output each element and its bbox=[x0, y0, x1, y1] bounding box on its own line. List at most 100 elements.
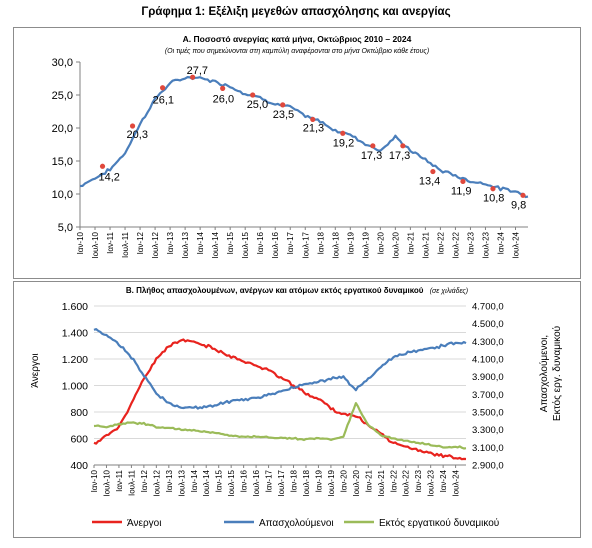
y2-tick-label: 2.900,0 bbox=[472, 461, 504, 472]
x-tick-label: Ιαν-14 bbox=[196, 231, 205, 254]
chart-b-y-ticks: 400 600 800 1.000 1.200 1.400 1.600 bbox=[62, 301, 88, 472]
x-tick-label: Ιουλ-16 bbox=[252, 469, 261, 496]
x-tick-label: Ιαν-18 bbox=[316, 231, 325, 254]
y-tick-label: 10,0 bbox=[52, 189, 73, 201]
x-tick-label: Ιαν-12 bbox=[140, 469, 149, 492]
chart-b-y2-ticks: 2.900,0 3.100,0 3.300,0 3.500,0 3.700,0 3.900… bbox=[472, 302, 504, 472]
x-tick-label: Ιουλ-24 bbox=[452, 469, 461, 496]
chart-b-title-note: (σε χιλιάδες) bbox=[430, 287, 468, 295]
x-tick-label: Ιαν-18 bbox=[290, 469, 299, 492]
chart-a-series bbox=[79, 75, 529, 199]
x-tick-label: Ιαν-16 bbox=[256, 231, 265, 254]
x-tick-label: Ιουλ-15 bbox=[241, 231, 250, 258]
x-tick-label: Ιαν-17 bbox=[286, 231, 295, 254]
x-tick-label: Ιαν-22 bbox=[389, 469, 398, 492]
october-data-label: 17,3 bbox=[389, 150, 410, 162]
chart-b-series bbox=[93, 327, 467, 461]
october-marker bbox=[310, 116, 316, 123]
october-marker bbox=[490, 186, 496, 192]
x-tick-label: Ιουλ-20 bbox=[391, 231, 400, 258]
october-data-label: 26,0 bbox=[213, 93, 234, 105]
x-tick-label: Ιαν-15 bbox=[215, 469, 224, 492]
x-tick-label: Ιαν-23 bbox=[414, 469, 423, 492]
y-tick-label: 1.600 bbox=[62, 301, 88, 313]
october-marker bbox=[129, 123, 136, 129]
y-tick-label: 5,0 bbox=[58, 222, 73, 234]
y-tick-label: 600 bbox=[70, 434, 88, 446]
x-tick-label: Ιαν-19 bbox=[314, 469, 323, 492]
october-marker bbox=[340, 130, 346, 136]
october-marker bbox=[280, 102, 286, 108]
x-tick-label: Ιαν-24 bbox=[439, 469, 448, 492]
chart-a-title: Α. Ποσοστό ανεργίας κατά μήνα, Οκτώβριος… bbox=[183, 34, 412, 44]
x-tick-label: Ιουλ-17 bbox=[277, 469, 286, 496]
october-marker bbox=[99, 163, 106, 169]
x-tick-label: Ιουλ-10 bbox=[102, 469, 111, 496]
x-tick-label: Ιουλ-11 bbox=[121, 231, 130, 258]
y-tick-label: 30,0 bbox=[52, 57, 73, 69]
chart-b-y2-axis-label: Απασχολούμενοι, Εκτός εργ. δυναμικού bbox=[538, 326, 563, 421]
chart-b-x-ticks: Ιαν-10 Ιουλ-10 Ιαν-11 Ιουλ-11 Ιαν-12 Ιουλ-12 Ι… bbox=[90, 465, 461, 497]
y-tick-label: 400 bbox=[70, 460, 88, 472]
october-marker bbox=[460, 178, 466, 185]
x-tick-label: Ιουλ-23 bbox=[481, 231, 490, 258]
x-tick-label: Ιουλ-22 bbox=[402, 469, 411, 496]
y-tick-label: 1.000 bbox=[62, 381, 88, 393]
series-line bbox=[93, 327, 467, 410]
october-data-label: 17,3 bbox=[361, 150, 382, 162]
x-tick-label: Ιουλ-14 bbox=[202, 469, 211, 496]
chart-b-y-axis-label: Άνεργοι bbox=[30, 353, 41, 387]
x-tick-label: Ιουλ-14 bbox=[211, 231, 220, 258]
x-tick-label: Ιουλ-13 bbox=[177, 469, 186, 496]
y2-axis-label-line: Εκτός εργ. δυναμικού bbox=[551, 326, 563, 421]
x-tick-label: Ιουλ-11 bbox=[127, 469, 136, 496]
x-tick-label: Ιαν-22 bbox=[436, 231, 445, 254]
chart-a-data-labels: 14,2 20,3 26,1 27,7 26,0 25,0 23,5 21,3 19,2 17,3… bbox=[99, 65, 527, 211]
chart-a-subtitle: (Οι τιμές που σημειώνονται στη καμπύλη α… bbox=[165, 47, 429, 55]
x-tick-label: Ιουλ-19 bbox=[327, 469, 336, 496]
x-tick-label: Ιουλ-13 bbox=[181, 231, 190, 258]
y2-tick-label: 4.300,0 bbox=[472, 337, 504, 348]
x-tick-label: Ιαν-11 bbox=[115, 469, 124, 491]
x-tick-label: Ιαν-19 bbox=[346, 231, 355, 254]
october-marker bbox=[430, 168, 436, 175]
y2-tick-label: 4.500,0 bbox=[472, 319, 504, 330]
x-tick-label: Ιουλ-10 bbox=[91, 231, 100, 258]
y2-tick-label: 4.100,0 bbox=[472, 355, 504, 366]
panel-a: Α. Ποσοστό ανεργίας κατά μήνα, Οκτώβριος… bbox=[13, 27, 581, 279]
october-data-label: 25,0 bbox=[247, 99, 268, 111]
x-tick-label: Ιαν-21 bbox=[406, 231, 415, 254]
x-tick-label: Ιουλ-15 bbox=[227, 469, 236, 496]
y2-axis-label-line: Απασχολούμενοι, bbox=[538, 335, 550, 412]
y2-tick-label: 3.300,0 bbox=[472, 425, 504, 436]
x-tick-label: Ιουλ-22 bbox=[451, 231, 460, 258]
y-tick-label: 800 bbox=[70, 407, 88, 419]
x-tick-label: Ιαν-17 bbox=[265, 469, 274, 492]
x-tick-label: Ιουλ-12 bbox=[152, 469, 161, 496]
y-tick-label: 1.200 bbox=[62, 354, 88, 366]
x-tick-label: Ιουλ-18 bbox=[302, 469, 311, 496]
october-marker bbox=[520, 192, 526, 198]
y2-tick-label: 3.700,0 bbox=[472, 390, 504, 401]
x-tick-label: Ιαν-13 bbox=[165, 469, 174, 492]
y-tick-label: 1.400 bbox=[62, 328, 88, 340]
chart-b-title-group: Β. Πλήθος απασχολουμένων, ανέργων και ατ… bbox=[126, 286, 468, 295]
y2-tick-label: 3.500,0 bbox=[472, 408, 504, 419]
x-tick-label: Ιαν-10 bbox=[76, 231, 85, 254]
legend-label: Άνεργοι bbox=[127, 518, 161, 529]
x-tick-label: Ιαν-15 bbox=[226, 231, 235, 254]
y2-tick-label: 3.100,0 bbox=[472, 443, 504, 454]
october-marker bbox=[190, 74, 196, 80]
legend-label: Απασχολούμενοι bbox=[259, 517, 334, 529]
october-data-label: 27,7 bbox=[187, 65, 208, 77]
legend-label: Εκτός εργατικού δυναμικού bbox=[379, 517, 499, 529]
x-tick-label: Ιουλ-12 bbox=[151, 231, 160, 258]
october-data-label: 14,2 bbox=[99, 171, 120, 183]
x-tick-label: Ιαν-21 bbox=[364, 469, 373, 492]
x-tick-label: Ιουλ-21 bbox=[421, 231, 430, 258]
october-data-label: 23,5 bbox=[273, 109, 294, 121]
y2-tick-label: 4.700,0 bbox=[472, 302, 504, 313]
october-data-label: 13,4 bbox=[419, 176, 440, 188]
chart-a-y-ticks: 5,0 10,0 15,0 20,0 25,0 30,0 bbox=[52, 57, 80, 234]
chart-b-title: Β. Πλήθος απασχολουμένων, ανέργων και ατ… bbox=[126, 286, 424, 295]
